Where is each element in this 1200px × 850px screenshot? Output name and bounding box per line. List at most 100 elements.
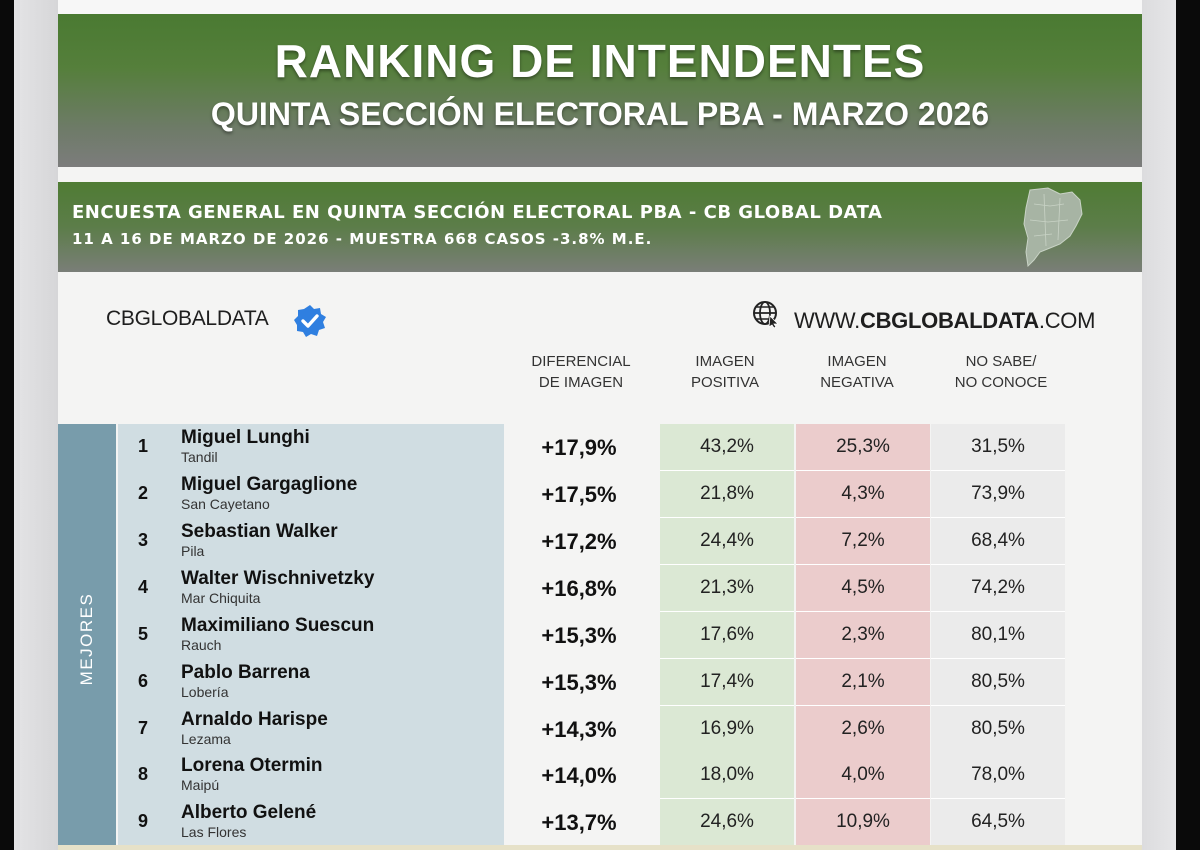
municipality-name: Lobería bbox=[181, 684, 229, 700]
mayor-name: Miguel Gargaglione bbox=[181, 474, 358, 495]
names-column-background bbox=[118, 424, 504, 850]
negative-image-cell: 10,9% bbox=[796, 799, 930, 846]
unknown-cell: 64,5% bbox=[931, 799, 1065, 846]
column-header-line: DE IMAGEN bbox=[538, 374, 624, 391]
rank-number: 3 bbox=[138, 530, 149, 550]
rank-number: 9 bbox=[138, 811, 149, 831]
column-header-line: POSITIVA bbox=[690, 374, 760, 391]
rank-number: 5 bbox=[138, 624, 149, 644]
positive-image-cell: 21,8% bbox=[660, 471, 794, 518]
image-differential: +15,3% bbox=[541, 670, 617, 695]
unknown-cell: 68,4% bbox=[931, 518, 1065, 565]
table-row: 6 Pablo Barrena Lobería +15,3% 17,4% 2,1… bbox=[58, 659, 1142, 706]
buenos-aires-map-icon bbox=[1023, 187, 1083, 268]
negative-image-cell: 4,0% bbox=[796, 752, 930, 799]
table-row: 3 Sebastian Walker Pila +17,2% 24,4% 7,2… bbox=[58, 518, 1142, 565]
page-subtitle: QUINTA SECCIÓN ELECTORAL PBA - MARZO 202… bbox=[210, 96, 990, 132]
section-label-mejores: MEJORES bbox=[58, 424, 116, 850]
positive-image-cell: 24,4% bbox=[660, 518, 794, 565]
top-sliver bbox=[58, 0, 1142, 14]
url-domain: CBGLOBALDATA bbox=[860, 308, 1039, 333]
url-prefix: WWW. bbox=[794, 308, 860, 333]
unknown-cell: 80,1% bbox=[931, 612, 1065, 659]
table-row: 5 Maximiliano Suescun Rauch +15,3% 17,6%… bbox=[58, 612, 1142, 659]
column-header-line: IMAGEN bbox=[827, 353, 887, 370]
municipality-name: Maipú bbox=[181, 777, 220, 793]
positive-image-cell: 18,0% bbox=[660, 752, 794, 799]
positive-image-cell: 16,9% bbox=[660, 706, 794, 753]
column-header-diferencial: DIFERENCIAL DE IMAGEN bbox=[514, 351, 648, 393]
municipality-name: Rauch bbox=[181, 637, 222, 653]
table-row: 9 Alberto Gelené Las Flores +13,7% 24,6%… bbox=[58, 799, 1142, 846]
image-differential: +14,0% bbox=[541, 763, 617, 788]
unknown-cell: 74,2% bbox=[931, 565, 1065, 612]
mayor-name: Lorena Otermin bbox=[181, 755, 323, 776]
mayor-name: Pablo Barrena bbox=[181, 662, 310, 683]
unknown-cell: 31,5% bbox=[931, 424, 1065, 471]
survey-details: 11 A 16 DE MARZO DE 2026 - MUESTRA 668 C… bbox=[72, 230, 653, 248]
image-differential: +17,2% bbox=[541, 529, 617, 554]
image-differential: +17,9% bbox=[541, 435, 617, 460]
table-row: 2 Miguel Gargaglione San Cayetano +17,5%… bbox=[58, 471, 1142, 518]
url-suffix: .COM bbox=[1038, 308, 1096, 333]
column-header-line: NO CONOCE bbox=[954, 374, 1048, 391]
positive-image-cell: 43,2% bbox=[660, 424, 794, 471]
municipality-name: Mar Chiquita bbox=[181, 590, 261, 606]
image-differential: +13,7% bbox=[541, 810, 617, 835]
ranking-infographic: RANKING DE INTENDENTES QUINTA SECCIÓN EL… bbox=[58, 0, 1142, 850]
page-title: RANKING DE INTENDENTES bbox=[274, 35, 926, 87]
negative-image-cell: 2,3% bbox=[796, 612, 930, 659]
verified-badge-icon bbox=[294, 305, 326, 337]
negative-image-cell: 4,3% bbox=[796, 471, 930, 518]
mayor-name: Alberto Gelené bbox=[181, 802, 317, 823]
mayor-name: Walter Wischnivetzky bbox=[181, 568, 375, 589]
rank-number: 6 bbox=[138, 671, 149, 691]
positive-image-cell: 21,3% bbox=[660, 565, 794, 612]
mayor-name: Maximiliano Suescun bbox=[181, 615, 375, 636]
unknown-cell: 80,5% bbox=[931, 706, 1065, 753]
brand-name: CBGLOBALDATA bbox=[106, 307, 269, 330]
mayor-name: Miguel Lunghi bbox=[181, 427, 310, 448]
positive-image-cell: 17,4% bbox=[660, 659, 794, 706]
mayor-name: Arnaldo Harispe bbox=[181, 709, 328, 730]
positive-image-cell: 17,6% bbox=[660, 612, 794, 659]
survey-banner: ENCUESTA GENERAL EN QUINTA SECCIÓN ELECT… bbox=[58, 182, 1142, 272]
column-header-positiva: IMAGEN POSITIVA bbox=[658, 351, 792, 393]
column-header-line: NEGATIVA bbox=[820, 374, 894, 391]
negative-image-cell: 2,6% bbox=[796, 706, 930, 753]
image-differential: +17,5% bbox=[541, 482, 617, 507]
column-header-line: NO SABE/ bbox=[965, 353, 1037, 370]
unknown-cell: 80,5% bbox=[931, 659, 1065, 706]
image-differential: +15,3% bbox=[541, 623, 617, 648]
negative-image-cell: 25,3% bbox=[796, 424, 930, 471]
survey-description: ENCUESTA GENERAL EN QUINTA SECCIÓN ELECT… bbox=[72, 202, 883, 223]
column-header-line: DIFERENCIAL bbox=[531, 353, 631, 370]
municipality-name: Pila bbox=[181, 543, 205, 559]
unknown-cell: 78,0% bbox=[931, 752, 1065, 799]
mayor-name: Sebastian Walker bbox=[181, 521, 338, 542]
unknown-cell: 73,9% bbox=[931, 471, 1065, 518]
column-header-no-sabe: NO SABE/ NO CONOCE bbox=[934, 351, 1068, 393]
rank-number: 7 bbox=[138, 718, 149, 738]
right-dark-edge bbox=[1176, 0, 1200, 850]
negative-image-cell: 7,2% bbox=[796, 518, 930, 565]
bottom-strip bbox=[58, 845, 1142, 850]
image-differential: +14,3% bbox=[541, 717, 617, 742]
image-differential: +16,8% bbox=[541, 576, 617, 601]
globe-icon bbox=[753, 301, 779, 328]
table-row: 1 Miguel Lunghi Tandil +17,9% 43,2% 25,3… bbox=[58, 424, 1142, 471]
municipality-name: San Cayetano bbox=[181, 496, 270, 512]
positive-image-cell: 24,6% bbox=[660, 799, 794, 846]
municipality-name: Lezama bbox=[181, 731, 231, 747]
municipality-name: Las Flores bbox=[181, 824, 247, 840]
rank-number: 1 bbox=[138, 436, 149, 456]
left-dark-edge bbox=[0, 0, 14, 850]
rank-number: 2 bbox=[138, 483, 149, 503]
negative-image-cell: 4,5% bbox=[796, 565, 930, 612]
column-header-line: IMAGEN bbox=[695, 353, 755, 370]
header-banner: RANKING DE INTENDENTES QUINTA SECCIÓN EL… bbox=[58, 14, 1142, 167]
rank-number: 8 bbox=[138, 764, 149, 784]
municipality-name: Tandil bbox=[181, 449, 218, 465]
rank-number: 4 bbox=[138, 577, 149, 597]
table-row: 7 Arnaldo Harispe Lezama +14,3% 16,9% 2,… bbox=[58, 706, 1142, 753]
